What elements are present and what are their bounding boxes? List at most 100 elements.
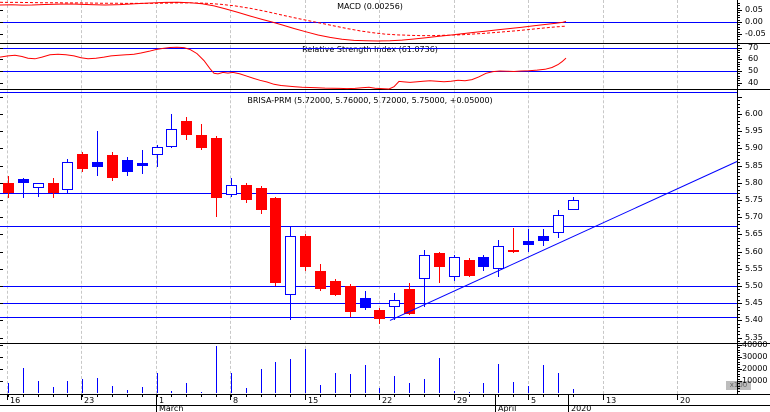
axis-tick xyxy=(737,262,740,263)
volume-bar xyxy=(483,383,484,393)
candle-body-blue xyxy=(92,162,103,167)
axis-tick xyxy=(737,76,740,77)
price-axis-label: 5.50 xyxy=(745,281,763,290)
axis-tick xyxy=(737,55,740,56)
axis-tick xyxy=(737,148,742,149)
axis-tick-left xyxy=(0,34,3,35)
axis-tick xyxy=(737,8,740,9)
axis-tick-left xyxy=(0,357,3,358)
volume-bar xyxy=(394,376,395,393)
price-axis-label: 5.55 xyxy=(745,264,763,273)
price-axis-label: 5.80 xyxy=(745,178,763,187)
volume-bar xyxy=(409,383,410,393)
day-tick xyxy=(335,394,336,397)
month-label: April xyxy=(498,404,517,412)
axis-tick xyxy=(737,169,740,170)
axis-tick xyxy=(737,303,742,304)
candle-body-down xyxy=(404,289,415,314)
macd-zero-line xyxy=(0,22,737,23)
axis-tick xyxy=(737,386,740,387)
volume-bar xyxy=(305,349,306,393)
week-tick xyxy=(230,394,231,400)
candle-body-down xyxy=(270,198,281,283)
day-tick xyxy=(469,394,470,397)
axis-tick xyxy=(737,331,740,332)
candle-body-down xyxy=(345,286,356,312)
week-day-label: 22 xyxy=(382,396,393,405)
day-tick xyxy=(424,394,425,397)
axis-tick-left xyxy=(0,217,3,218)
axis-tick xyxy=(737,197,740,198)
axis-tick xyxy=(737,289,740,290)
axis-tick xyxy=(737,214,740,215)
volume-bar xyxy=(365,365,366,393)
candle-body-down xyxy=(434,253,445,267)
axis-tick xyxy=(737,376,740,377)
axis-tick-left xyxy=(0,183,3,184)
axis-tick xyxy=(737,362,740,363)
candle-body-up xyxy=(449,257,460,277)
candle-body-down xyxy=(330,281,341,295)
volume-bar xyxy=(201,392,202,393)
volume-bar xyxy=(67,381,68,393)
candle-body-down xyxy=(48,183,59,193)
axis-tick xyxy=(737,352,740,353)
volume-bar xyxy=(53,387,54,393)
day-tick xyxy=(82,394,83,397)
axis-tick xyxy=(737,104,740,105)
axis-tick xyxy=(737,283,740,284)
day-tick xyxy=(112,394,113,397)
week-tick xyxy=(305,394,306,400)
month-divider xyxy=(156,394,157,412)
macd-panel-title: MACD (0.00256) xyxy=(337,2,403,11)
axis-tick xyxy=(737,59,742,60)
price-axis-label: 6.00 xyxy=(745,109,763,118)
volume-axis-label: 40000 xyxy=(742,340,768,349)
candle-body-blue xyxy=(538,236,549,241)
axis-tick xyxy=(737,310,740,311)
axis-tick xyxy=(737,3,740,4)
candle-body-down xyxy=(3,183,14,193)
day-tick xyxy=(573,394,574,397)
price-level-line xyxy=(0,92,737,93)
axis-tick xyxy=(737,159,740,160)
candle-body-down xyxy=(107,155,118,178)
week-tick xyxy=(81,394,82,400)
axis-tick xyxy=(737,255,740,256)
axis-tick-left xyxy=(0,252,3,253)
volume-bar xyxy=(112,386,113,393)
candle-body-up xyxy=(419,255,430,279)
price-axis-label: 5.85 xyxy=(745,161,763,170)
volume-bar xyxy=(573,389,574,393)
month-divider xyxy=(495,394,496,412)
candle-body-up xyxy=(226,185,237,195)
axis-tick-left xyxy=(0,200,3,201)
week-tick xyxy=(454,394,455,400)
axis-tick xyxy=(737,193,740,194)
price-level-line xyxy=(0,317,737,318)
price-axis-label: 5.45 xyxy=(745,298,763,307)
axis-tick xyxy=(737,347,740,348)
rsi-panel-title: Relative Strength Index (61.0736) xyxy=(302,45,438,54)
axis-tick xyxy=(737,228,740,229)
volume-bar xyxy=(290,359,291,393)
axis-tick xyxy=(737,217,742,218)
weekly-gridline xyxy=(677,0,678,394)
day-tick xyxy=(67,394,68,397)
volume-bar xyxy=(558,373,559,393)
volume-bar xyxy=(498,364,499,393)
axis-tick xyxy=(737,27,740,28)
candle-body-up xyxy=(389,300,400,307)
day-tick xyxy=(186,394,187,397)
axis-tick xyxy=(737,80,740,81)
candle-body-blue xyxy=(360,298,371,308)
axis-tick-left xyxy=(0,48,3,49)
day-tick xyxy=(23,394,24,397)
axis-tick xyxy=(737,34,742,35)
weekly-gridline xyxy=(603,0,604,394)
axis-tick xyxy=(737,64,740,65)
axis-tick xyxy=(737,338,742,339)
price-level-line xyxy=(0,193,737,194)
